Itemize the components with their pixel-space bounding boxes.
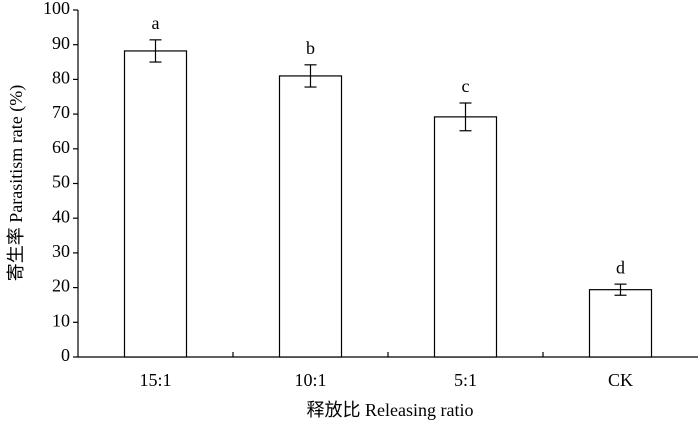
error-bar <box>304 64 317 88</box>
error-bar <box>459 102 472 132</box>
y-tick-label: 10 <box>52 310 70 330</box>
y-axis-label: 寄生率 Parasitism rate (%) <box>6 85 27 281</box>
bar <box>278 75 343 358</box>
y-tick-label: 100 <box>43 0 70 18</box>
significance-label: a <box>152 13 160 33</box>
x-tick-label: 10:1 <box>294 370 326 390</box>
y-tick-label: 90 <box>52 33 70 53</box>
y-tick-label: 50 <box>52 172 70 192</box>
error-bar <box>614 283 627 296</box>
significance-label: d <box>616 257 625 277</box>
y-tick-label: 30 <box>52 241 70 261</box>
y-tick-label: 80 <box>52 68 70 88</box>
y-tick-label: 60 <box>52 137 70 157</box>
x-tick-label: 5:1 <box>454 370 477 390</box>
significance-label: c <box>462 76 470 96</box>
bar <box>123 50 188 358</box>
x-tick-label: 15:1 <box>139 370 171 390</box>
bar <box>588 289 653 358</box>
x-axis-label: 释放比 Releasing ratio <box>307 400 474 420</box>
significance-label: b <box>306 38 315 58</box>
error-bar <box>149 39 162 63</box>
y-tick-label: 20 <box>52 276 70 296</box>
y-tick-label: 70 <box>52 102 70 122</box>
y-tick-label: 0 <box>61 345 70 365</box>
y-tick-label: 40 <box>52 206 70 226</box>
bar <box>433 116 498 358</box>
x-tick-label: CK <box>608 370 633 390</box>
